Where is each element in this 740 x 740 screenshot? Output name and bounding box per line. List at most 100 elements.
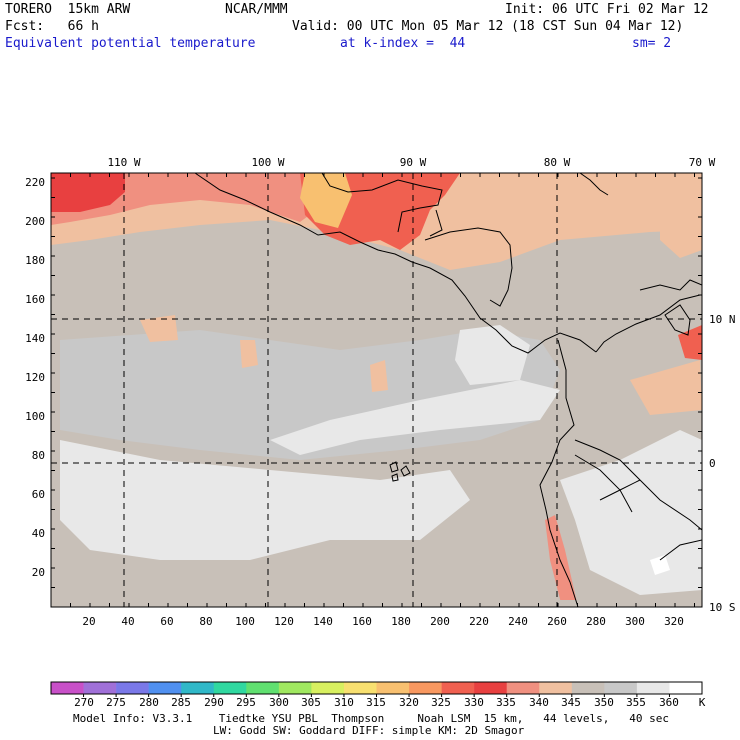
lat-label: 10 S bbox=[709, 601, 736, 614]
colorbar-swatch bbox=[409, 682, 442, 694]
colorbar-label: 360 bbox=[659, 696, 679, 709]
colorbar-label: 275 bbox=[106, 696, 126, 709]
field-band-330-west bbox=[51, 173, 125, 212]
y-tick-label: 180 bbox=[25, 254, 45, 267]
x-tick-label: 100 bbox=[235, 615, 255, 628]
colorbar-label: 280 bbox=[139, 696, 159, 709]
field-patch-3 bbox=[370, 360, 388, 392]
colorbar-label: 295 bbox=[236, 696, 256, 709]
model-name: TORERO 15km ARW bbox=[5, 2, 131, 17]
colorbar-label: 315 bbox=[366, 696, 386, 709]
colorbar-swatch bbox=[571, 682, 605, 694]
colorbar-swatch bbox=[278, 682, 312, 694]
x-tick-label: 180 bbox=[391, 615, 411, 628]
colorbar-label: 310 bbox=[334, 696, 354, 709]
colorbar-swatch bbox=[51, 682, 84, 694]
x-tick-label: 40 bbox=[121, 615, 134, 628]
y-tick-label: 100 bbox=[25, 410, 45, 423]
y-tick-label: 220 bbox=[25, 176, 45, 189]
colorbar-label: 350 bbox=[594, 696, 614, 709]
lat-label: 10 N bbox=[709, 313, 736, 326]
colorbar bbox=[50, 681, 703, 697]
lon-label: 80 W bbox=[544, 156, 571, 169]
field-light-cr bbox=[455, 325, 530, 385]
colorbar-label: 355 bbox=[626, 696, 646, 709]
field-light-amazon bbox=[560, 430, 702, 595]
field-name: Equivalent potential temperature bbox=[5, 36, 256, 51]
y-tick-label: 140 bbox=[25, 332, 45, 345]
x-tick-label: 260 bbox=[547, 615, 567, 628]
y-tick-label: 40 bbox=[32, 527, 45, 540]
colorbar-unit: K bbox=[699, 696, 706, 709]
coastlines bbox=[194, 173, 702, 607]
model-info-line1: Model Info: V3.3.1 Tiedtke YSU PBL Thomp… bbox=[73, 712, 670, 725]
field-band-345-south bbox=[51, 560, 560, 607]
y-tick-label: 80 bbox=[32, 449, 45, 462]
colorbar-swatch bbox=[474, 682, 507, 694]
colorbar-swatch bbox=[441, 682, 475, 694]
colorbar-swatch bbox=[181, 682, 215, 694]
colorbar-swatch bbox=[343, 682, 377, 694]
lat-label: 0 bbox=[709, 457, 716, 470]
x-tick-label: 80 bbox=[199, 615, 212, 628]
x-tick-label: 300 bbox=[625, 615, 645, 628]
field-patch-colombia bbox=[630, 360, 702, 415]
lon-label: 100 W bbox=[251, 156, 284, 169]
colorbar-label: 345 bbox=[561, 696, 581, 709]
field-patch-2 bbox=[240, 340, 258, 368]
lon-label: 110 W bbox=[107, 156, 140, 169]
colorbar-swatch bbox=[539, 682, 573, 694]
field-band-320-mexico bbox=[300, 173, 352, 228]
field-andes-warm bbox=[545, 515, 578, 607]
colorbar-swatch bbox=[376, 682, 410, 694]
field-caribbean bbox=[660, 210, 702, 258]
field-white-spot bbox=[650, 555, 670, 575]
x-tick-label: 160 bbox=[352, 615, 372, 628]
x-tick-labels: 20 40 60 80 100 120 140 160 180 200 220 … bbox=[82, 615, 684, 628]
organization: NCAR/MMM bbox=[225, 2, 288, 17]
x-tick-label: 280 bbox=[586, 615, 606, 628]
level-index: at k-index = 44 bbox=[340, 36, 466, 51]
field-light-south bbox=[60, 440, 470, 560]
colorbar-swatch bbox=[506, 682, 540, 694]
field-south-edge bbox=[560, 600, 700, 607]
colorbar-label: 330 bbox=[464, 696, 484, 709]
colorbar-swatch bbox=[83, 682, 117, 694]
colorbar-swatch bbox=[148, 682, 182, 694]
colorbar-swatch bbox=[311, 682, 345, 694]
colorbar-label: 340 bbox=[529, 696, 549, 709]
colorbar-swatch bbox=[116, 682, 149, 694]
colorbar-label: 300 bbox=[269, 696, 289, 709]
colorbar-swatch bbox=[246, 682, 280, 694]
colorbar-label: 290 bbox=[204, 696, 224, 709]
x-tick-label: 200 bbox=[430, 615, 450, 628]
colorbar-labels: 270 275 280 285 290 295 300 305 310 315 … bbox=[74, 696, 706, 709]
forecast-hour: Fcst: 66 h bbox=[5, 19, 99, 34]
x-tick-label: 20 bbox=[82, 615, 95, 628]
field-light-band bbox=[270, 380, 560, 455]
colorbar-label: 325 bbox=[431, 696, 451, 709]
colorbar-swatch bbox=[213, 682, 247, 694]
x-tick-label: 220 bbox=[469, 615, 489, 628]
y-tick-label: 20 bbox=[32, 566, 45, 579]
x-tick-label: 240 bbox=[508, 615, 528, 628]
colorbar-swatch bbox=[604, 682, 638, 694]
colorbar-label: 270 bbox=[74, 696, 94, 709]
colorbar-label: 285 bbox=[171, 696, 191, 709]
y-tick-label: 120 bbox=[25, 371, 45, 384]
colorbar-label: 320 bbox=[399, 696, 419, 709]
valid-time: Valid: 00 UTC Mon 05 Mar 12 (18 CST Sun … bbox=[292, 19, 684, 34]
map-frame bbox=[50, 172, 703, 608]
init-time: Init: 06 UTC Fri 02 Mar 12 bbox=[505, 2, 709, 17]
model-info-line2: LW: Godd SW: Goddard DIFF: simple KM: 2D… bbox=[213, 724, 525, 737]
field-patch-1 bbox=[140, 315, 178, 342]
x-tick-label: 320 bbox=[664, 615, 684, 628]
y-tick-labels: 20 40 60 80 100 120 140 160 180 200 220 bbox=[25, 176, 45, 579]
lon-label: 90 W bbox=[400, 156, 427, 169]
axis-ticks bbox=[51, 173, 702, 607]
x-tick-label: 120 bbox=[274, 615, 294, 628]
x-tick-label: 140 bbox=[313, 615, 333, 628]
y-tick-label: 200 bbox=[25, 215, 45, 228]
x-tick-label: 60 bbox=[160, 615, 173, 628]
